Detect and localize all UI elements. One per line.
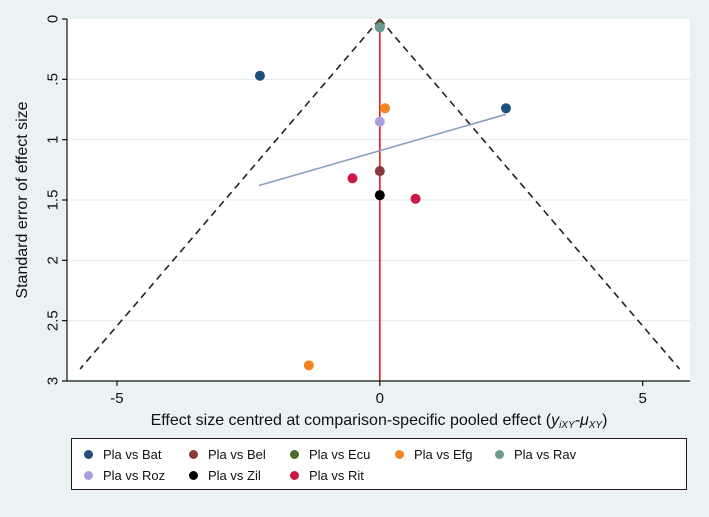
legend-label: Pla vs Rav xyxy=(514,447,577,462)
x-tick-label: -5 xyxy=(110,390,123,407)
y-tick-label: 1.5 xyxy=(44,190,61,211)
fit-line xyxy=(258,113,507,187)
legend-label: Pla vs Bat xyxy=(103,447,162,462)
data-point-pla-vs-rav xyxy=(374,22,385,33)
x-axis-label: Effect size centred at comparison-specif… xyxy=(151,412,608,431)
y-tick-label: .5 xyxy=(44,73,61,86)
legend-swatch xyxy=(189,471,198,480)
funnel-left-line xyxy=(79,18,381,370)
y-axis-label: Standard error of effect size xyxy=(14,101,31,298)
data-point-pla-vs-rit xyxy=(410,193,421,204)
legend-swatch xyxy=(290,450,299,459)
data-point-pla-vs-bel xyxy=(374,166,385,177)
legend-label: Pla vs Rit xyxy=(309,468,364,483)
data-point-pla-vs-roz xyxy=(374,116,385,127)
funnel-right-line xyxy=(379,18,681,370)
legend-label: Pla vs Roz xyxy=(103,468,166,483)
legend-item-pla-vs-ecu: Pla vs Ecu xyxy=(290,447,370,462)
legend-item-pla-vs-bel: Pla vs Bel xyxy=(189,447,266,462)
data-point-pla-vs-efg xyxy=(380,103,391,114)
legend-swatch xyxy=(495,450,504,459)
legend-label: Pla vs Efg xyxy=(414,447,473,462)
x-tick-label: 5 xyxy=(639,390,647,407)
legend-label: Pla vs Bel xyxy=(208,447,266,462)
y-tick-label: 2 xyxy=(44,256,61,264)
legend-item-pla-vs-roz: Pla vs Roz xyxy=(84,468,165,483)
x-tick-label: 0 xyxy=(376,390,384,407)
legend-swatch xyxy=(84,471,93,480)
legend-item-pla-vs-bat: Pla vs Bat xyxy=(84,447,162,462)
legend-swatch xyxy=(189,450,198,459)
legend-item-pla-vs-efg: Pla vs Efg xyxy=(395,447,473,462)
data-point-pla-vs-bat xyxy=(254,70,265,81)
legend-item-pla-vs-zil: Pla vs Zil xyxy=(189,468,261,483)
y-tick-label: 3 xyxy=(44,377,61,385)
legend-swatch xyxy=(290,471,299,480)
legend-label: Pla vs Ecu xyxy=(309,447,371,462)
data-point-pla-vs-rit xyxy=(347,173,358,184)
legend-item-pla-vs-rit: Pla vs Rit xyxy=(290,468,364,483)
data-point-pla-vs-zil xyxy=(374,190,385,201)
y-tick-label: 2.5 xyxy=(44,310,61,331)
legend-swatch xyxy=(84,450,93,459)
y-tick-label: 0 xyxy=(44,15,61,23)
legend-label: Pla vs Zil xyxy=(208,468,261,483)
legend: Pla vs Bat Pla vs Bel Pla vs Ecu Pla vs … xyxy=(71,438,687,490)
data-point-pla-vs-efg xyxy=(303,360,314,371)
y-tick-label: 1 xyxy=(44,135,61,143)
legend-swatch xyxy=(395,450,404,459)
data-point-pla-vs-bat xyxy=(500,103,511,114)
legend-item-pla-vs-rav: Pla vs Rav xyxy=(495,447,576,462)
